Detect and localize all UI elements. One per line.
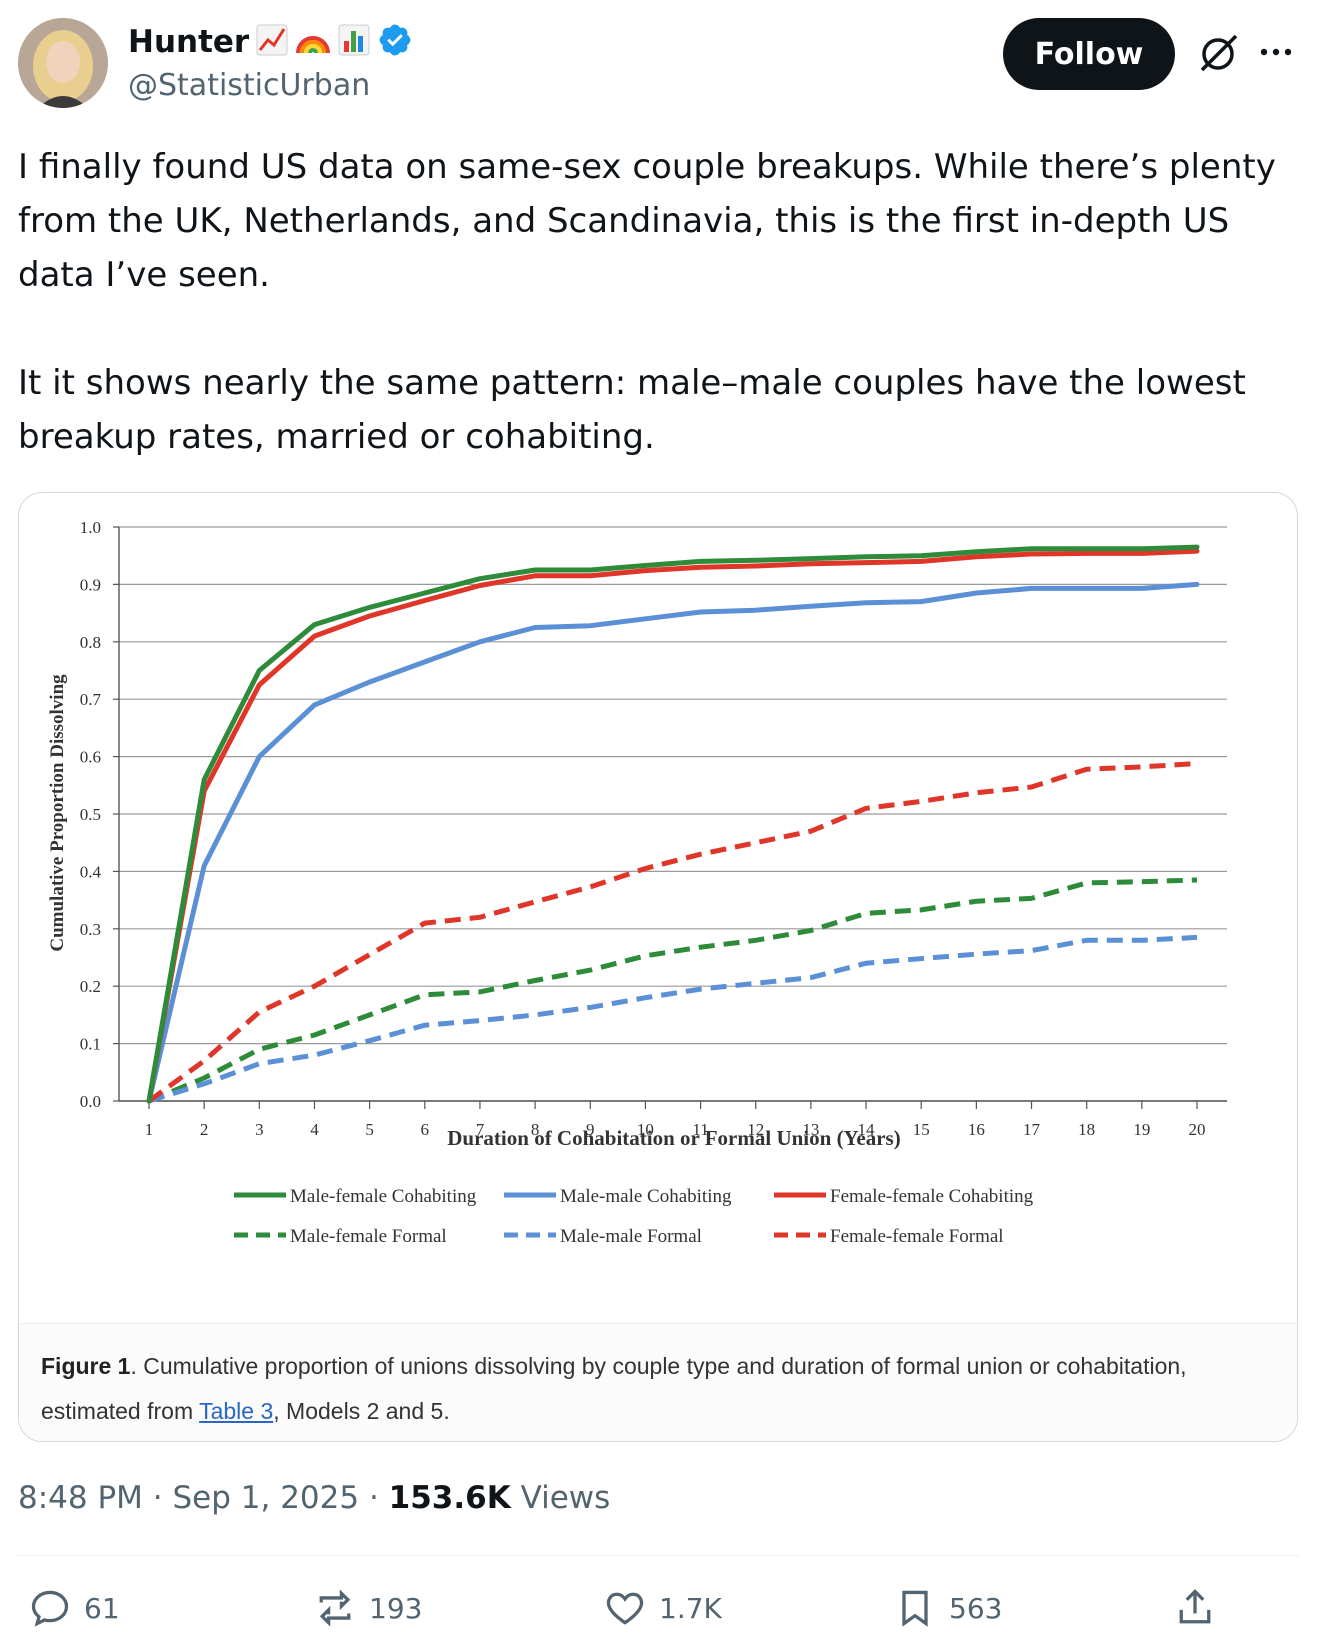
reply-count: 61 [84, 1591, 120, 1625]
more-options-icon[interactable] [1256, 32, 1296, 72]
x-tick-label: 1 [145, 1120, 154, 1139]
avatar[interactable] [18, 18, 108, 108]
y-tick-label: 0.7 [80, 690, 102, 709]
y-tick-label: 0.9 [80, 575, 101, 594]
verified-badge-icon[interactable] [377, 22, 413, 62]
follow-button[interactable]: Follow [1003, 18, 1175, 90]
display-name[interactable]: Hunter [128, 24, 250, 60]
divider [18, 1555, 1300, 1556]
repost-count: 193 [369, 1591, 423, 1625]
tweet-header: Hunter @StatisticUrban Follow [18, 18, 1298, 108]
legend-label: Male-female Formal [290, 1226, 447, 1247]
x-tick-label: 15 [913, 1120, 930, 1139]
series-line-male-male-formal [148, 934, 1198, 1104]
y-tick-label: 0.6 [80, 748, 101, 767]
x-tick-label: 6 [421, 1120, 430, 1139]
legend-label: Male-female Cohabiting [290, 1186, 477, 1207]
x-tick-label: 5 [365, 1120, 374, 1139]
y-tick-label: 0.4 [80, 862, 102, 881]
x-tick-label: 4 [310, 1120, 319, 1139]
figure-caption-area: Figure 1. Cumulative proportion of union… [19, 1323, 1297, 1441]
views-count: 153.6K [388, 1480, 511, 1516]
chart: 0.0 0.1 0.2 0.3 0.4 0.5 0.6 0.7 0.8 0.9 1.0 1 2 3 4 5 6 7… [19, 493, 1297, 1323]
y-tick-label: 1.0 [80, 518, 101, 537]
heart-icon [606, 1592, 644, 1625]
x-tick-label: 13 [802, 1120, 819, 1139]
x-tick-label: 20 [1189, 1120, 1206, 1139]
tweet-text: I finally found US data on same-sex coup… [18, 140, 1303, 464]
x-axis-label: Duration of Cohabitation or Formal Union… [447, 1126, 900, 1150]
x-tick-label: 10 [637, 1120, 654, 1139]
legend-label: Male-male Formal [560, 1226, 702, 1247]
y-tick-label: 0.8 [80, 633, 101, 652]
name-row: Hunter [128, 22, 413, 62]
y-tick-label: 0.3 [80, 920, 101, 939]
legend-label: Male-male Cohabiting [560, 1186, 732, 1207]
caption-text-1: . Cumulative proportion of unions dissol… [41, 1353, 1187, 1424]
series-line-male-female-cohabiting [146, 544, 1200, 1104]
series-line-female-female-formal [147, 761, 1198, 1104]
x-tick-label: 7 [476, 1120, 485, 1139]
series-line-male-female-formal [148, 877, 1198, 1104]
y-tick-label: 0.1 [80, 1035, 101, 1054]
media-card[interactable]: 0.0 0.1 0.2 0.3 0.4 0.5 0.6 0.7 0.8 0.9 1.0 1 2 3 4 5 6 7… [18, 492, 1298, 1442]
y-tick-label: 0.5 [80, 805, 101, 824]
figure-caption: Figure 1. Cumulative proportion of union… [41, 1344, 1271, 1434]
x-tick-label: 9 [586, 1120, 595, 1139]
tweet-time[interactable]: 8:48 PM [18, 1480, 143, 1516]
tweet-date[interactable]: Sep 1, 2025 [172, 1480, 360, 1516]
legend-label: Female-female Formal [830, 1226, 1004, 1247]
x-tick-label: 16 [968, 1120, 985, 1139]
bookmark-icon [902, 1590, 928, 1627]
repost-button[interactable]: 193 [313, 1580, 422, 1636]
x-tick-label: 12 [747, 1120, 764, 1139]
legend-label: Female-female Cohabiting [830, 1186, 1034, 1207]
reply-icon [31, 1590, 69, 1627]
x-tick-label: 14 [858, 1120, 876, 1139]
table-3-link[interactable]: Table 3 [199, 1398, 274, 1424]
chart-increasing-emoji [255, 23, 289, 61]
y-tick-label: 0.0 [80, 1092, 101, 1111]
action-bar: 61 193 1.7K 563 [18, 1580, 1300, 1640]
tweet-paragraph-2: It it shows nearly the same pattern: mal… [18, 363, 1246, 457]
tweet-paragraph-1: I finally found US data on same-sex coup… [18, 147, 1276, 295]
views-label: Views [520, 1480, 611, 1516]
series-line-female-female-cohabiting [146, 548, 1200, 1104]
x-tick-label: 8 [531, 1120, 540, 1139]
x-tick-label: 11 [692, 1120, 708, 1139]
figure-label: Figure 1 [41, 1353, 131, 1379]
rainbow-emoji [295, 23, 331, 61]
user-handle[interactable]: @StatisticUrban [128, 68, 371, 103]
x-tick-label: 17 [1023, 1120, 1041, 1139]
tweet-timestamp: 8:48 PM · Sep 1, 2025 · 153.6K Views [18, 1480, 611, 1516]
bookmark-button[interactable]: 563 [893, 1580, 1002, 1636]
like-button[interactable]: 1.7K [603, 1580, 722, 1636]
x-tick-label: 2 [200, 1120, 209, 1139]
share-icon [1179, 1589, 1211, 1624]
reply-button[interactable]: 61 [28, 1580, 120, 1636]
y-tick-label: 0.2 [80, 977, 101, 996]
x-tick-label: 18 [1078, 1120, 1095, 1139]
caption-text-2: , Models 2 and 5. [273, 1398, 450, 1424]
bar-chart-emoji [337, 23, 371, 61]
series-line-male-male-cohabiting [146, 581, 1200, 1104]
share-button[interactable] [1173, 1580, 1229, 1636]
y-axis-label: Cumulative Proportion Dissolving [47, 674, 68, 952]
grok-icon[interactable] [1196, 30, 1242, 76]
like-count: 1.7K [659, 1591, 722, 1625]
bookmark-count: 563 [949, 1591, 1003, 1625]
x-tick-label: 19 [1133, 1120, 1150, 1139]
repost-icon [319, 1589, 351, 1627]
x-tick-label: 3 [255, 1120, 264, 1139]
